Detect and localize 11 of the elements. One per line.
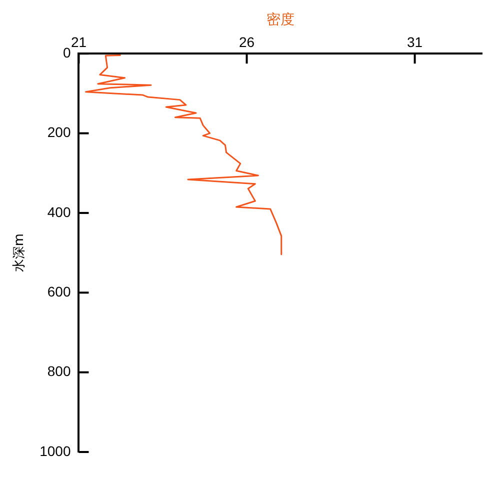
x-axis-title: 密度 [266, 12, 294, 28]
y-axis-title: 水深m [12, 233, 28, 272]
x-tick-label: 21 [70, 34, 87, 50]
y-tick-label: 200 [47, 124, 71, 140]
y-tick-label: 0 [62, 44, 71, 60]
x-tick-label: 31 [407, 34, 423, 50]
x-tick-label: 26 [238, 34, 255, 50]
y-tick-label: 1000 [40, 442, 71, 459]
y-tick-label: 800 [47, 363, 71, 380]
y-tick-label: 600 [47, 284, 71, 300]
y-tick-label: 400 [47, 204, 71, 220]
